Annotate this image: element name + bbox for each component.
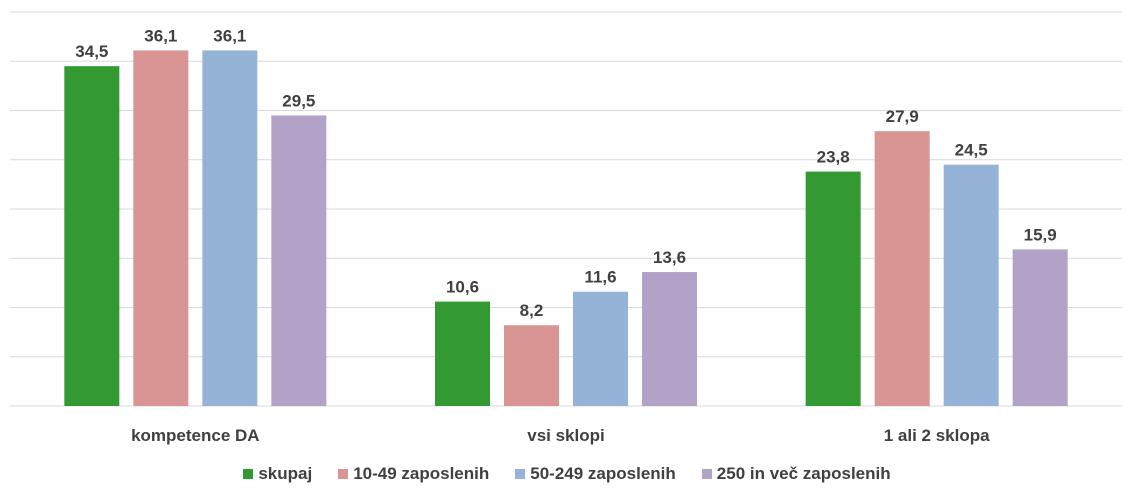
legend-label: skupaj [258,464,313,483]
category-label: vsi sklopi [527,426,604,445]
legend: skupaj 10-49 zaposlenih 50-249 zaposlenih 2… [0,461,1134,487]
data-label: 36,1 [144,26,177,45]
bar [874,131,930,406]
legend-swatch [338,469,349,479]
data-label: 8,2 [520,301,544,320]
data-label: 24,5 [955,141,988,160]
data-label: 23,8 [817,148,850,167]
data-label: 34,5 [75,42,108,61]
legend-item: 10-49 zaposlenih [338,464,489,484]
category-label: 1 ali 2 sklopa [884,426,990,445]
category-label: kompetence DA [131,426,259,445]
bar [642,272,697,406]
bar [64,66,120,407]
legend-swatch [243,469,254,479]
bar [435,301,490,406]
data-label: 29,5 [282,91,315,110]
bar [202,50,258,406]
bar [504,325,559,406]
data-label: 10,6 [446,278,479,297]
bar [573,291,628,406]
data-label: 15,9 [1024,225,1057,244]
data-label: 11,6 [584,268,616,287]
legend-swatch [701,469,712,479]
legend-label: 50-249 zaposlenih [530,464,676,483]
bar [1012,249,1068,406]
bar [271,115,327,407]
legend-swatch [515,469,526,479]
legend-item: skupaj [243,464,312,484]
data-label: 13,6 [653,248,686,267]
bar [805,171,861,406]
legend-item: 50-249 zaposlenih [515,464,676,484]
legend-item: 250 in več zaposlenih [701,464,891,484]
data-label: 27,9 [886,107,919,126]
data-label: 36,1 [213,26,246,45]
legend-label: 250 in več zaposlenih [716,464,891,483]
bar [133,50,189,406]
legend-label: 10-49 zaposlenih [353,464,490,483]
bar [943,164,999,406]
